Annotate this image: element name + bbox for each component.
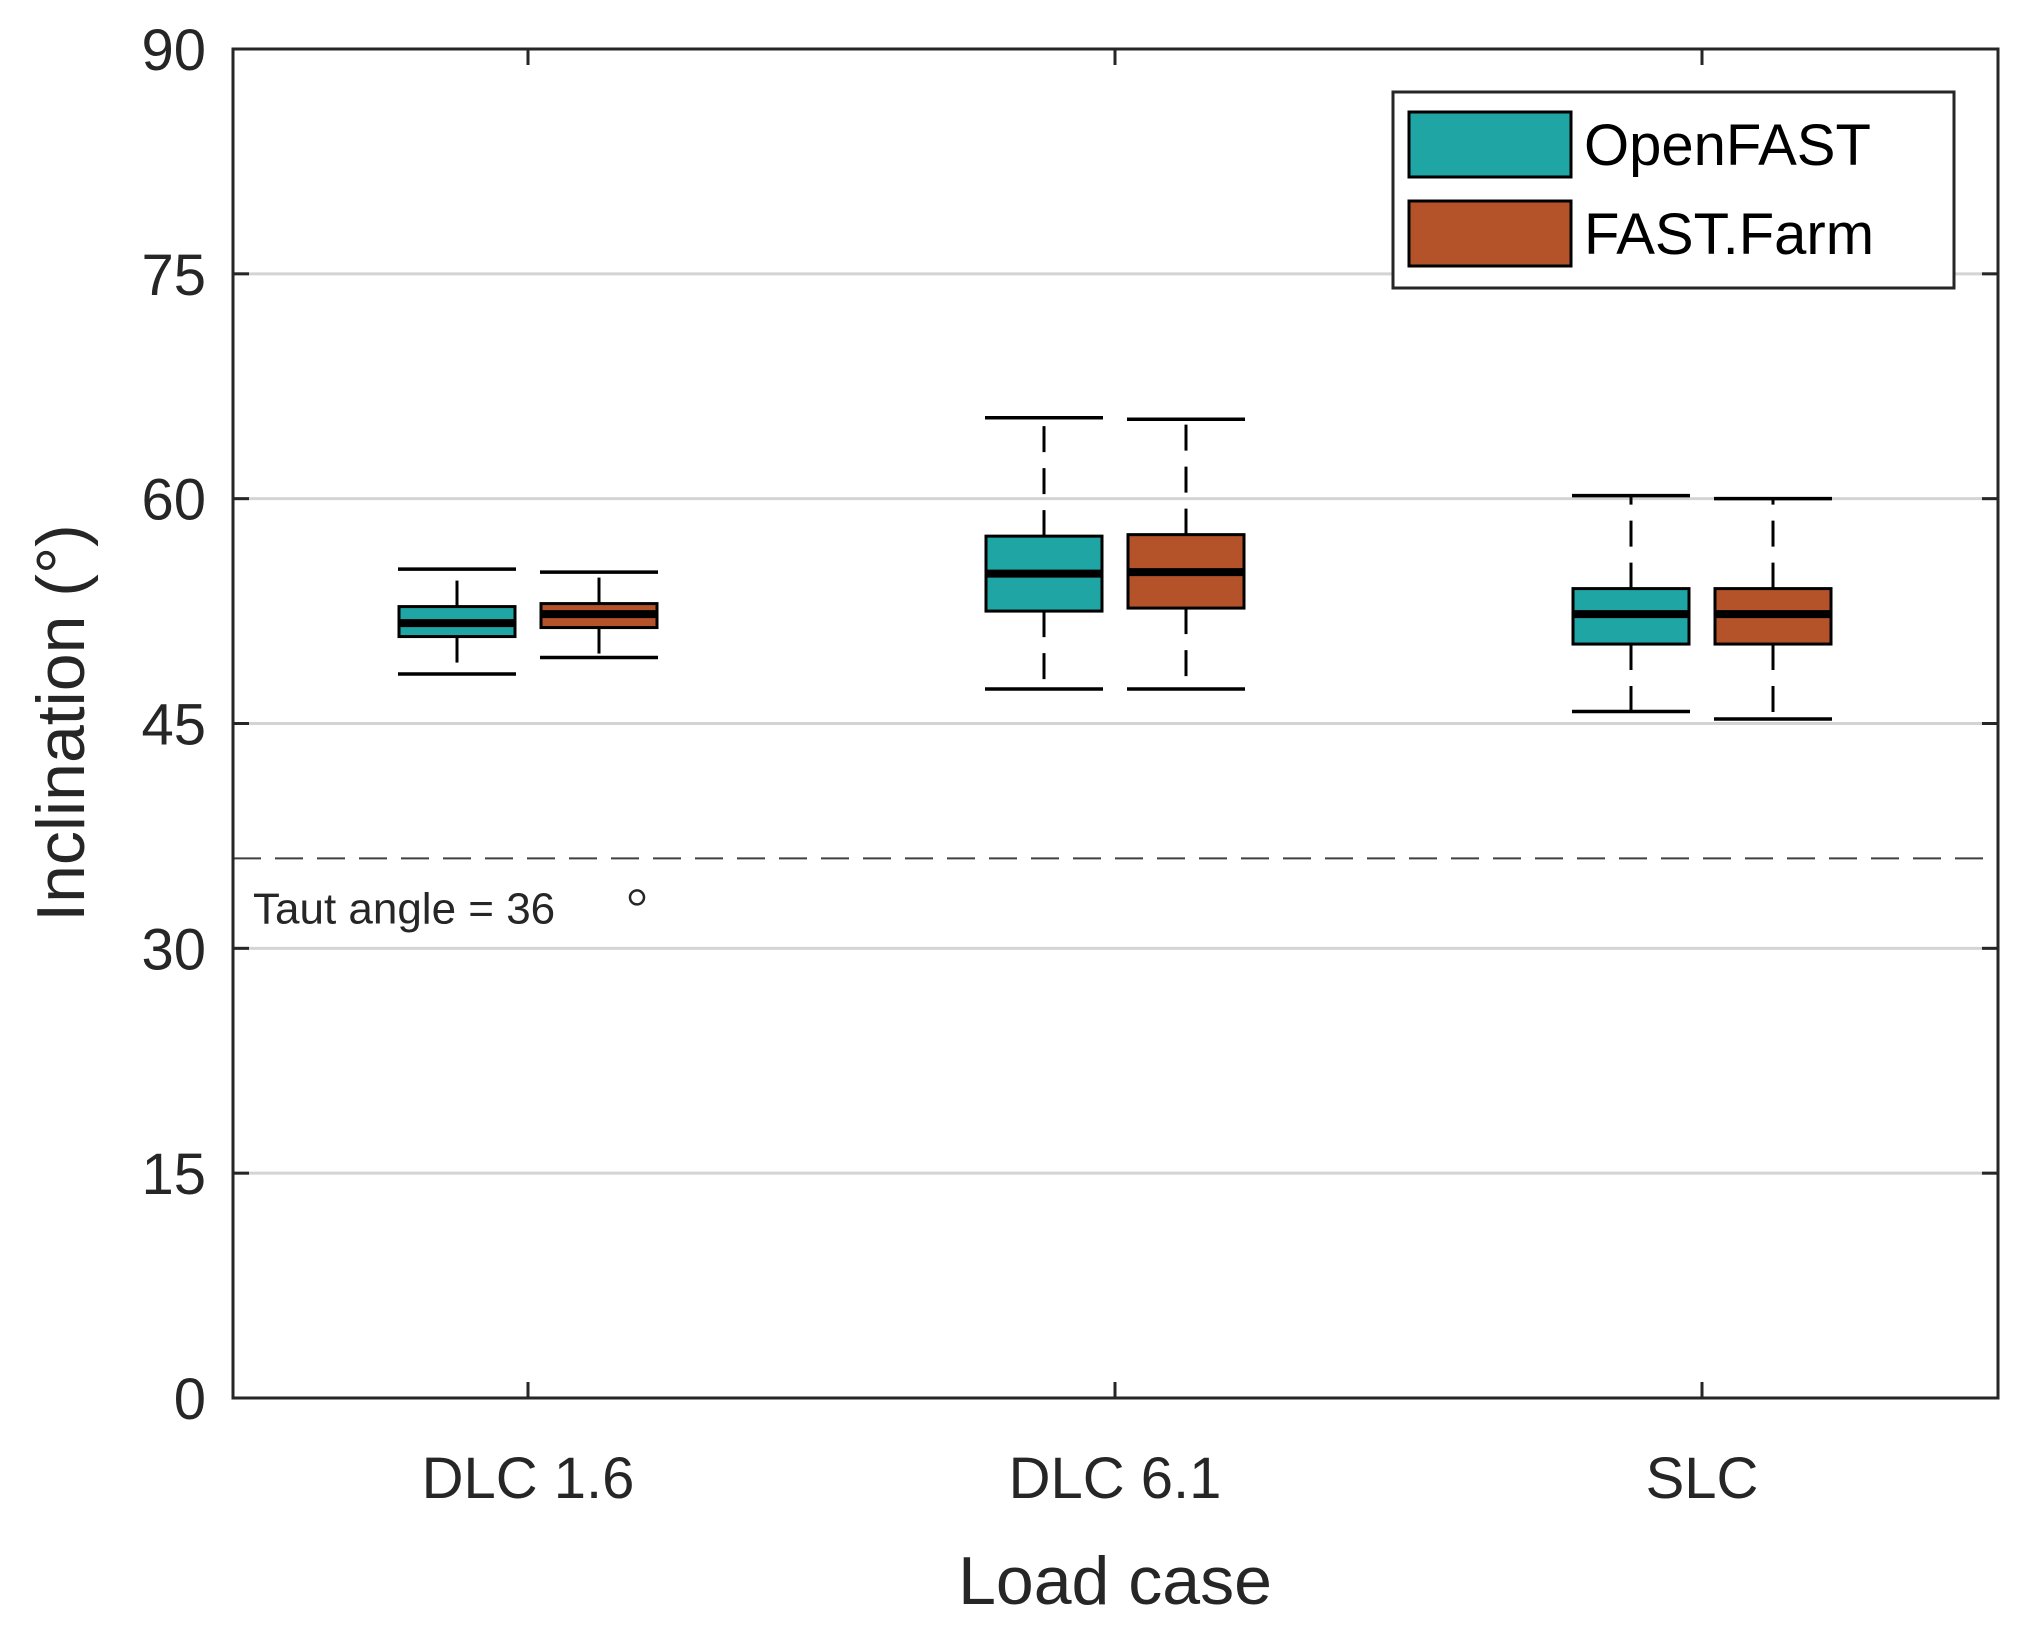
box-fast-farm-2 xyxy=(1713,496,1833,721)
ytick-label-15: 15 xyxy=(141,1142,206,1207)
ytick-label-45: 45 xyxy=(141,693,206,758)
legend-swatch-0 xyxy=(1407,110,1573,179)
box-fast-farm-0 xyxy=(539,570,659,660)
box-openfast-1 xyxy=(984,415,1104,691)
xtick-label-2: SLC xyxy=(1646,1446,1759,1511)
legend-label-1: FAST.Farm xyxy=(1584,202,1874,267)
degree-symbol-icon xyxy=(628,889,646,906)
y-axis-title: Inclination (°) xyxy=(23,524,99,922)
xtick-label-1: DLC 6.1 xyxy=(1009,1446,1222,1511)
reference-line-group: Taut angle = 36 xyxy=(233,857,1998,933)
legend: OpenFAST FAST.Farm xyxy=(1391,90,1956,290)
axis-text: 0 15 30 45 60 75 90 DLC 1.6 DLC 6.1 SLC Load case I… xyxy=(23,18,1758,1619)
ytick-label-30: 30 xyxy=(141,917,206,982)
box-fast-farm-1 xyxy=(1126,417,1246,691)
ytick-label-90: 90 xyxy=(141,18,206,83)
x-axis-title: Load case xyxy=(958,1543,1272,1619)
box-openfast-0 xyxy=(397,567,517,676)
ytick-label-60: 60 xyxy=(141,468,206,533)
axes xyxy=(231,47,2000,1400)
boxes-group xyxy=(397,415,1833,721)
legend-swatch-1 xyxy=(1407,199,1573,268)
box-openfast-2 xyxy=(1571,493,1691,714)
legend-label-0: OpenFAST xyxy=(1584,113,1871,178)
grid-lines xyxy=(233,272,1998,1175)
taut-angle-label: Taut angle = 36 xyxy=(253,884,555,933)
xtick-label-0: DLC 1.6 xyxy=(422,1446,635,1511)
ytick-label-75: 75 xyxy=(141,243,206,308)
ytick-label-0: 0 xyxy=(174,1367,206,1432)
